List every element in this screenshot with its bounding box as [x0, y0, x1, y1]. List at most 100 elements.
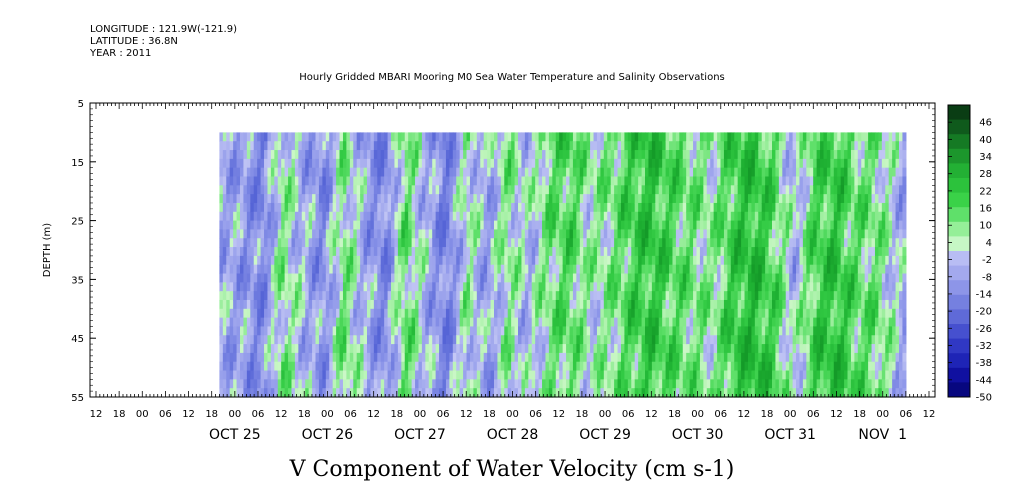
- heatmap-cell: [349, 291, 354, 301]
- heatmap-cell: [682, 132, 687, 142]
- heatmap-cell: [449, 370, 454, 380]
- heatmap-cell: [370, 388, 375, 398]
- heatmap-cell: [240, 176, 245, 186]
- heatmap-cell: [524, 299, 529, 310]
- heatmap-cell: [332, 211, 337, 222]
- heatmap-cell: [442, 361, 447, 372]
- heatmap-cell: [655, 308, 660, 319]
- heatmap-cell: [233, 238, 238, 248]
- heatmap-cell: [576, 141, 581, 151]
- heatmap-cell: [785, 211, 790, 222]
- heatmap-cell: [435, 282, 440, 292]
- heatmap-cell: [545, 238, 550, 248]
- heatmap-cell: [772, 335, 777, 345]
- heatmap-cell: [789, 141, 794, 151]
- heatmap-cell: [377, 282, 382, 292]
- heatmap-cell: [308, 194, 313, 204]
- heatmap-cell: [617, 211, 622, 222]
- heatmap-cell: [548, 370, 553, 380]
- heatmap-cell: [669, 291, 674, 301]
- heatmap-cell: [542, 370, 547, 380]
- heatmap-cell: [260, 308, 265, 319]
- heatmap-cell: [435, 132, 440, 142]
- heatmap-cell: [737, 132, 742, 142]
- heatmap-cell: [620, 299, 626, 310]
- heatmap-cell: [672, 326, 677, 336]
- heatmap-cell: [332, 176, 337, 186]
- heatmap-cell: [662, 194, 667, 204]
- heatmap-cell: [638, 335, 643, 345]
- heatmap-cell: [449, 132, 454, 142]
- heatmap-cell: [267, 370, 272, 380]
- heatmap-cell: [415, 326, 420, 336]
- heatmap-cell: [435, 299, 440, 310]
- heatmap-cell: [706, 264, 711, 275]
- heatmap-cell: [710, 317, 715, 328]
- heatmap-cell: [315, 317, 320, 328]
- heatmap-cell: [322, 255, 327, 266]
- heatmap-cell: [281, 158, 286, 169]
- heatmap-cell: [421, 202, 426, 213]
- heatmap-cell: [298, 238, 303, 248]
- heatmap-cell: [665, 379, 670, 389]
- heatmap-cell: [329, 299, 334, 310]
- heatmap-cell: [408, 335, 413, 345]
- heatmap-cell: [548, 361, 553, 372]
- heatmap-cell: [524, 361, 529, 372]
- heatmap-cell: [720, 185, 725, 195]
- heatmap-cell: [452, 185, 457, 195]
- heatmap-cell: [257, 299, 262, 310]
- heatmap-cell: [772, 194, 777, 204]
- heatmap-cell: [710, 220, 715, 231]
- heatmap-cell: [336, 370, 341, 380]
- heatmap-cell: [469, 388, 474, 398]
- heatmap-cell: [342, 379, 347, 389]
- heatmap-cell: [730, 247, 735, 257]
- heatmap-cell: [428, 141, 433, 151]
- heatmap-cell: [384, 220, 389, 231]
- heatmap-cell: [428, 238, 433, 248]
- heatmap-cell: [356, 255, 361, 266]
- heatmap-cell: [631, 335, 636, 345]
- heatmap-cell: [473, 238, 478, 248]
- heatmap-cell: [452, 264, 457, 275]
- heatmap-cell: [401, 211, 406, 222]
- heatmap-cell: [717, 379, 722, 389]
- heatmap-cell: [401, 220, 406, 231]
- heatmap-cell: [449, 379, 454, 389]
- heatmap-cell: [387, 176, 392, 186]
- heatmap-cell: [373, 344, 378, 354]
- heatmap-cell: [493, 132, 499, 142]
- heatmap-cell: [456, 167, 461, 178]
- heatmap-cell: [425, 141, 430, 151]
- heatmap-cell: [586, 150, 591, 160]
- heatmap-cell: [243, 344, 248, 354]
- heatmap-cell: [672, 370, 677, 380]
- heatmap-cell: [559, 211, 564, 222]
- heatmap-cell: [785, 282, 790, 292]
- heatmap-cell: [761, 335, 766, 345]
- heatmap-cell: [682, 194, 687, 204]
- heatmap-cell: [342, 211, 347, 222]
- heatmap-cell: [572, 370, 577, 380]
- heatmap-cell: [672, 141, 677, 151]
- heatmap-cell: [641, 317, 646, 328]
- heatmap-cell: [432, 291, 437, 301]
- heatmap-cell: [418, 388, 423, 398]
- heatmap-cell: [370, 326, 375, 336]
- heatmap-cell: [377, 379, 382, 389]
- heatmap-cell: [452, 299, 457, 310]
- heatmap-cell: [336, 176, 341, 186]
- heatmap-cell: [744, 317, 749, 328]
- heatmap-cell: [593, 238, 598, 248]
- heatmap-cell: [229, 211, 234, 222]
- heatmap-cell: [408, 202, 413, 213]
- heatmap-cell: [579, 194, 584, 204]
- heatmap-cell: [490, 326, 495, 336]
- heatmap-cell: [675, 150, 680, 160]
- heatmap-cell: [593, 194, 598, 204]
- heatmap-cell: [425, 247, 430, 257]
- heatmap-cell: [222, 370, 227, 380]
- heatmap-cell: [651, 379, 656, 389]
- heatmap-cell: [257, 361, 262, 372]
